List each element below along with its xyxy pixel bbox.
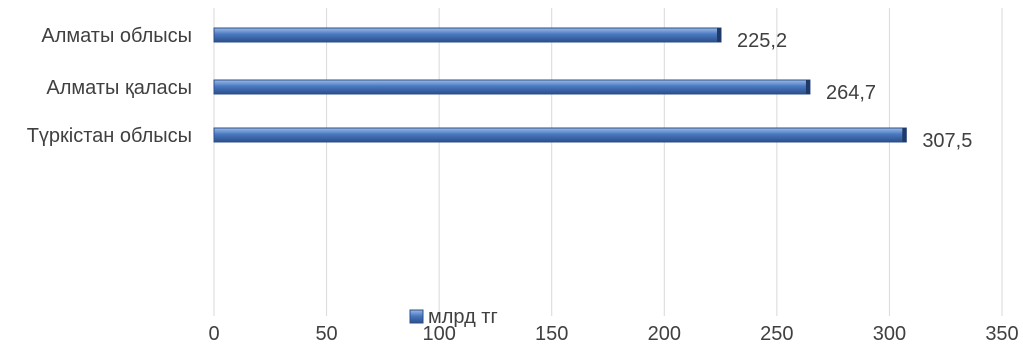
category-label: Түркістан облысы	[27, 125, 192, 147]
data-label: 264,7	[826, 82, 876, 104]
x-tick-label: 300	[873, 323, 906, 345]
data-label: 307,5	[922, 130, 972, 152]
data-labels: 225,2 264,7 307,5	[737, 30, 972, 152]
x-tick-label: 0	[208, 323, 219, 345]
x-tick-label: 50	[315, 323, 337, 345]
x-tick-label: 200	[648, 323, 681, 345]
bars	[213, 27, 907, 143]
legend-swatch	[409, 309, 424, 324]
data-label: 225,2	[737, 30, 787, 52]
category-label: Алматы облысы	[41, 25, 192, 47]
legend-label: млрд тг	[428, 306, 498, 328]
x-tick-label: 100	[422, 323, 455, 345]
bar-end-cap	[717, 28, 722, 42]
bar-end-cap	[902, 128, 907, 142]
x-tick-label: 150	[535, 323, 568, 345]
x-axis-ticks: 0 50 100 150 200 250 300 350	[208, 323, 1018, 345]
bar	[213, 79, 811, 95]
gridlines	[213, 8, 1003, 316]
category-labels: Алматы облысы Алматы қаласы Түркістан облы…	[27, 25, 192, 147]
bar	[213, 27, 722, 43]
x-tick-label: 250	[760, 323, 793, 345]
legend: млрд тг	[409, 306, 498, 328]
bar	[213, 127, 907, 143]
x-tick-label: 350	[985, 323, 1018, 345]
category-label: Алматы қаласы	[46, 77, 192, 99]
bar-end-cap	[805, 80, 810, 94]
